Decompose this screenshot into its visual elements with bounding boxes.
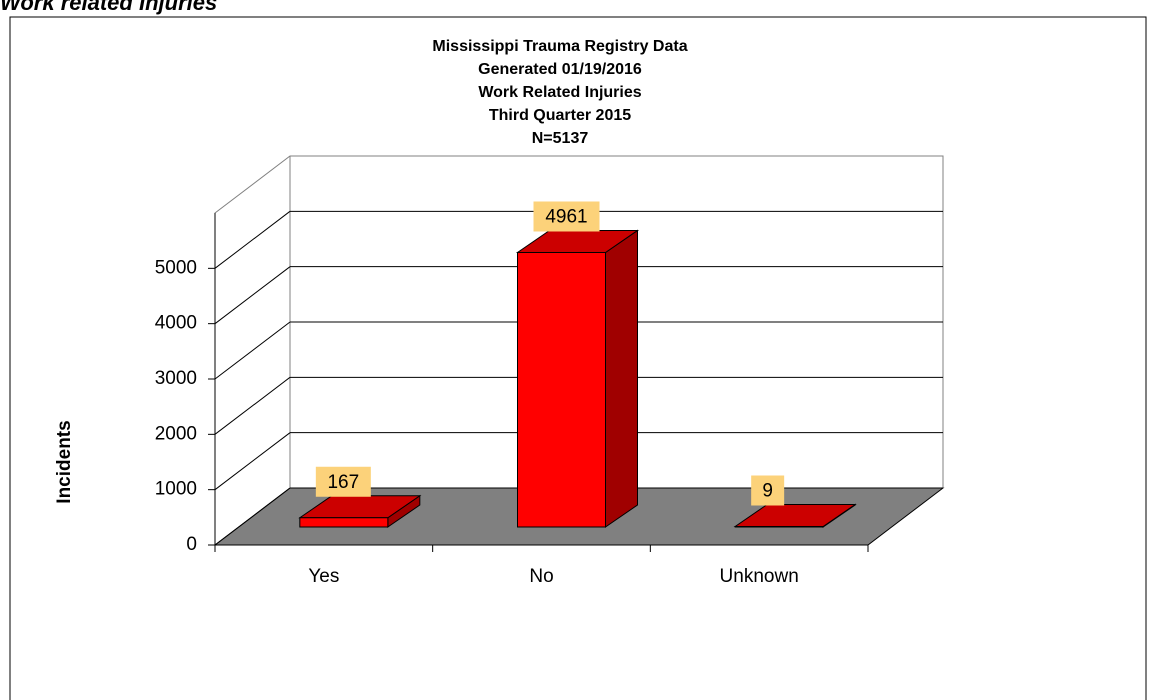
- y-tick-label: 2000: [155, 423, 197, 444]
- grid-line: [214, 321, 291, 380]
- y-tick-label: 5000: [155, 257, 197, 278]
- data-label: 167: [327, 472, 359, 493]
- y-tick-label: 0: [186, 534, 197, 555]
- data-label: 4961: [545, 207, 587, 228]
- grid-line: [214, 376, 291, 435]
- data-label-box: [751, 475, 785, 506]
- chart-title: N=5137: [532, 130, 589, 147]
- y-tick-label: 1000: [155, 479, 197, 500]
- grid-line: [214, 266, 291, 325]
- grid-line: [214, 432, 291, 491]
- chart-title: Mississippi Trauma Registry Data: [432, 38, 687, 55]
- chart-title: Third Quarter 2015: [489, 107, 631, 124]
- bar: [517, 251, 606, 528]
- data-label-box: [533, 201, 600, 232]
- data-label: 9: [762, 481, 773, 502]
- chart-title: Work Related Injuries: [478, 84, 641, 101]
- y-axis-label: Incidents: [54, 420, 75, 503]
- x-tick-label: No: [529, 566, 553, 587]
- chart-title: Generated 01/19/2016: [478, 61, 642, 78]
- y-tick-label: 4000: [155, 313, 197, 334]
- x-tick-label: Unknown: [720, 566, 799, 587]
- y-tick-label: 3000: [155, 368, 197, 389]
- grid-line: [214, 487, 291, 546]
- bar-side: [605, 229, 638, 528]
- x-tick-label: Yes: [308, 566, 339, 587]
- data-label-box: [315, 466, 371, 497]
- page-heading: Work related Injuries: [0, 0, 217, 15]
- bar: [299, 517, 389, 528]
- chart-frame: [9, 16, 1147, 700]
- grid-line: [214, 210, 291, 269]
